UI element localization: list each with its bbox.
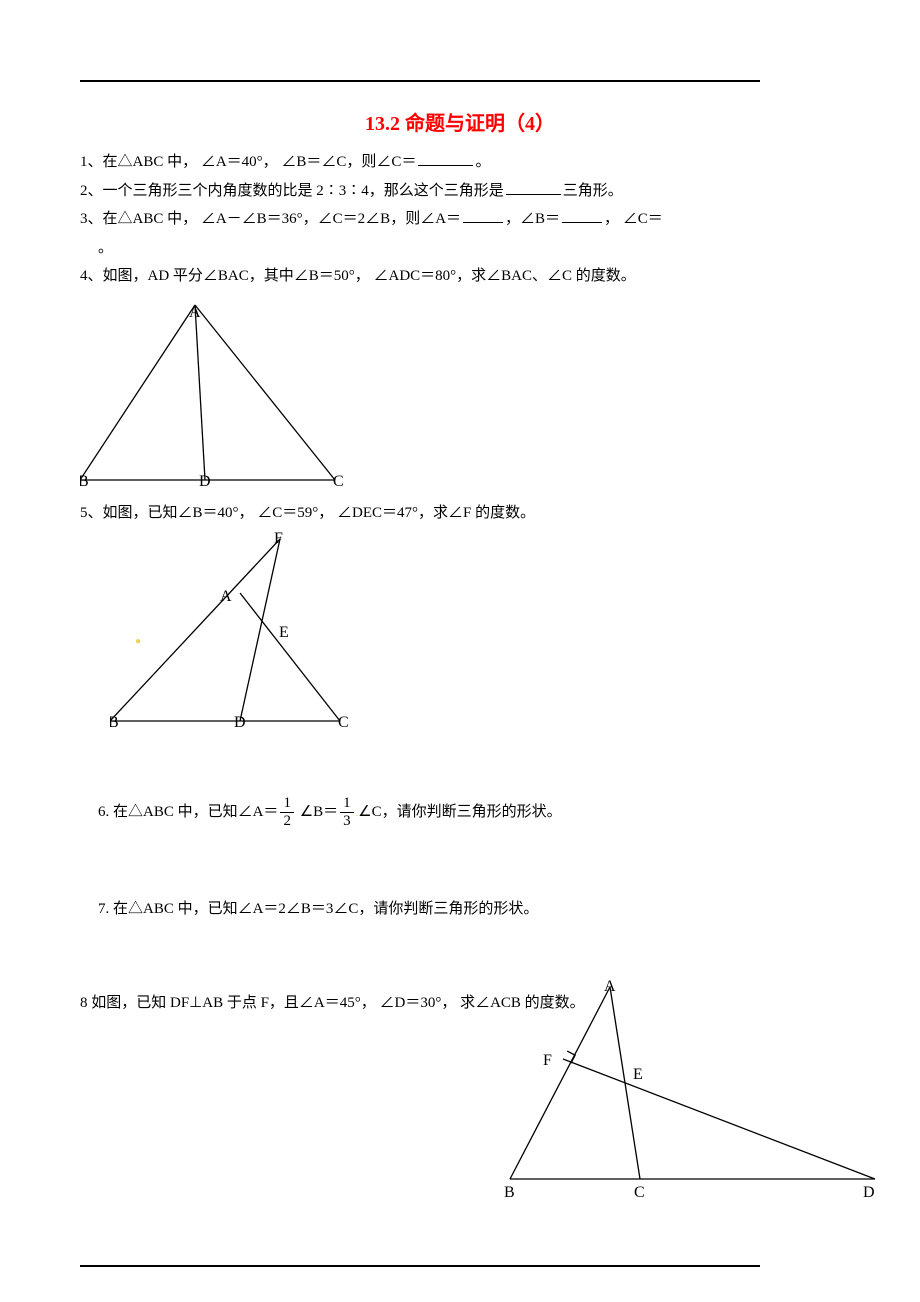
spacer	[80, 740, 840, 795]
fraction-half: 12	[280, 795, 294, 830]
footer-rule	[80, 1265, 760, 1267]
svg-text:C: C	[333, 473, 344, 490]
frac-num: 1	[340, 795, 354, 813]
header-rule	[80, 80, 760, 82]
svg-text:A: A	[189, 304, 201, 321]
svg-text:C: C	[338, 714, 349, 731]
spacer	[80, 924, 840, 979]
spacer	[80, 830, 840, 885]
problem-6-text-b: ∠B＝	[296, 804, 338, 820]
problem-7: 7. 在△ABC 中，已知∠A＝2∠B＝3∠C，请你判断三角形的形状。	[80, 895, 840, 924]
svg-text:D: D	[234, 714, 246, 731]
diagram-1: A B D C	[80, 295, 840, 495]
diagram-1-svg: A B D C	[80, 295, 350, 490]
diagram-2-svg: F A E B D C	[110, 531, 370, 731]
diagram-3-svg: A F E B C D	[480, 979, 880, 1199]
problem-3-text-a: 3、在△ABC 中， ∠A－∠B＝36°，∠C＝2∠B，则∠A＝	[80, 211, 461, 227]
problem-1-text-a: 1、在△ABC 中， ∠A＝40°， ∠B＝∠C，则∠C＝	[80, 154, 416, 170]
problem-1: 1、在△ABC 中， ∠A＝40°， ∠B＝∠C，则∠C＝ 。	[80, 148, 840, 177]
page: 13.2 命题与证明（4） 1、在△ABC 中， ∠A＝40°， ∠B＝∠C，则…	[0, 0, 920, 1287]
blank-3b	[562, 206, 602, 224]
problem-2-text-b: 三角形。	[563, 183, 623, 199]
problem-6-text-c: ∠C，请你判断三角形的形状。	[358, 804, 561, 820]
svg-text:D: D	[199, 473, 211, 490]
svg-text:A: A	[604, 979, 616, 995]
svg-text:E: E	[279, 624, 289, 641]
frac-den: 2	[280, 813, 294, 830]
problem-5-text: 5、如图，已知∠B＝40°， ∠C＝59°， ∠DEC＝47°，求∠F 的度数。	[80, 505, 535, 521]
problem-3-cont: 。	[80, 234, 840, 263]
problem-6-text-a: 6. 在△ABC 中，已知∠A＝	[98, 804, 278, 820]
svg-text:F: F	[543, 1052, 552, 1069]
section-title: 13.2 命题与证明（4）	[80, 107, 840, 136]
blank-1	[418, 149, 473, 167]
problem-3-text-d: 。	[98, 240, 113, 256]
blank-2	[506, 177, 561, 195]
frac-den: 3	[340, 813, 354, 830]
svg-text:E: E	[633, 1066, 643, 1083]
problem-3-text-c: ， ∠C＝	[604, 211, 663, 227]
svg-text:B: B	[80, 473, 89, 490]
problem-6: 6. 在△ABC 中，已知∠A＝12 ∠B＝13.∠C，请你判断三角形的形状。	[80, 795, 840, 830]
svg-text:B: B	[110, 714, 119, 731]
problem-2-text-a: 2、一个三角形三个内角度数的比是 2∶3∶4，那么这个三角形是	[80, 183, 504, 199]
problem-8: 8 如图，已知 DF⊥AB 于点 F，且∠A＝45°， ∠D＝30°， 求∠AC…	[80, 989, 840, 1018]
problem-4-text: 4、如图，AD 平分∠BAC，其中∠B＝50°， ∠ADC＝80°，求∠BAC、…	[80, 268, 636, 284]
svg-text:D: D	[863, 1184, 875, 1199]
diagram-3: A F E B C D	[480, 979, 880, 1210]
svg-text:A: A	[220, 588, 232, 605]
problem-1-text-b: 。	[475, 154, 490, 170]
diagram-2: ● F A E B D C	[80, 531, 840, 736]
problem-7-text: 7. 在△ABC 中，已知∠A＝2∠B＝3∠C，请你判断三角形的形状。	[98, 901, 538, 917]
yellow-dot-icon: ●	[135, 636, 141, 647]
svg-text:F: F	[274, 531, 283, 547]
problem-3-text-b: ，∠B＝	[505, 211, 560, 227]
problem-4: 4、如图，AD 平分∠BAC，其中∠B＝50°， ∠ADC＝80°，求∠BAC、…	[80, 262, 840, 291]
blank-3a	[463, 206, 503, 224]
problem-2: 2、一个三角形三个内角度数的比是 2∶3∶4，那么这个三角形是 三角形。	[80, 177, 840, 206]
svg-text:C: C	[634, 1184, 645, 1199]
frac-num: 1	[280, 795, 294, 813]
fraction-third: 13	[340, 795, 354, 830]
svg-text:B: B	[504, 1184, 515, 1199]
spacer	[80, 885, 840, 895]
problem-3: 3、在△ABC 中， ∠A－∠B＝36°，∠C＝2∠B，则∠A＝ ，∠B＝ ， ∠C…	[80, 205, 840, 234]
problem-5: 5、如图，已知∠B＝40°， ∠C＝59°， ∠DEC＝47°，求∠F 的度数。	[80, 499, 840, 528]
